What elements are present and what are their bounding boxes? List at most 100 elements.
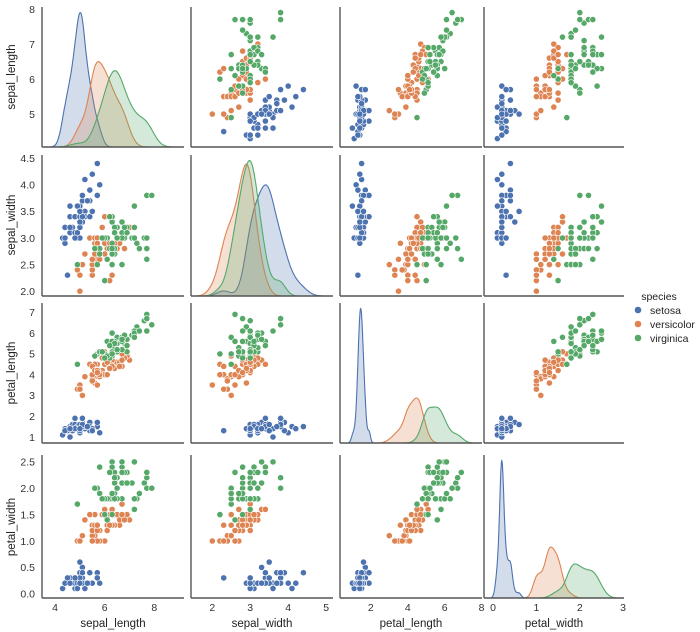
point-virginica (246, 58, 254, 65)
point-virginica (598, 51, 605, 58)
point-virginica (235, 348, 243, 356)
point-setosa (277, 86, 284, 93)
point-virginica (448, 484, 456, 492)
point-versicolor (396, 521, 404, 529)
point-setosa (284, 579, 292, 587)
point-setosa (356, 124, 364, 132)
point-setosa (265, 574, 273, 582)
point-virginica (227, 86, 235, 93)
point-setosa (71, 234, 79, 242)
point-versicolor (250, 511, 258, 518)
kde-line-setosa (50, 11, 112, 148)
point-versicolor (220, 110, 228, 118)
point-versicolor (402, 103, 410, 111)
point-virginica (598, 335, 605, 343)
x-tick-label-petal_width: 1 (533, 602, 539, 614)
point-virginica (277, 474, 284, 482)
point-setosa (354, 93, 362, 100)
point-virginica (576, 315, 584, 322)
y-tick-label-sepal_length: 6 (29, 74, 35, 86)
legend-label-setosa: setosa (650, 305, 681, 317)
point-setosa (93, 418, 101, 426)
point-versicolor (546, 245, 553, 252)
x-tick-label-petal_length: 2 (368, 602, 374, 614)
point-setosa (88, 207, 96, 215)
point-virginica (572, 327, 579, 335)
y-tick-label-petal_width: 2.0 (20, 483, 35, 495)
point-setosa (498, 218, 506, 226)
point-virginica (130, 333, 138, 341)
point-setosa (254, 131, 262, 139)
legend-marker-versicolor (634, 320, 642, 328)
point-setosa (269, 124, 277, 132)
y-axis-label-petal-width: petal_width (6, 498, 18, 556)
point-virginica (452, 234, 460, 242)
point-versicolor (550, 103, 558, 111)
y-tick-label-sepal_width: 3.0 (20, 233, 35, 245)
legend: species setosa versicolor virginica (634, 291, 695, 345)
point-versicolor (554, 89, 562, 97)
panel-petal_length-vs-petal_width (483, 303, 624, 444)
point-setosa (511, 218, 519, 226)
point-virginica (567, 340, 575, 347)
point-versicolor (395, 287, 402, 295)
point-virginica (424, 44, 432, 51)
y-tick-label-petal_length: 1 (29, 432, 35, 444)
point-virginica (559, 234, 566, 242)
point-setosa (261, 569, 269, 577)
y-tick-label-petal_width: 1.0 (20, 536, 35, 548)
point-versicolor (391, 110, 399, 118)
point-virginica (269, 327, 277, 335)
point-versicolor (93, 369, 101, 376)
point-virginica (239, 354, 246, 362)
point-setosa (93, 191, 101, 199)
point-versicolor (93, 521, 101, 529)
point-virginica (118, 218, 126, 226)
point-virginica (231, 516, 239, 524)
kde-line-virginica (55, 70, 174, 148)
point-virginica (424, 495, 432, 503)
legend-title: species (641, 291, 677, 303)
point-setosa (93, 574, 101, 582)
point-virginica (439, 468, 447, 476)
point-setosa (66, 433, 74, 441)
point-virginica (580, 37, 588, 44)
point-virginica (589, 331, 597, 339)
point-virginica (576, 223, 584, 231)
point-virginica (585, 61, 592, 69)
point-setosa (356, 117, 364, 125)
point-setosa (254, 124, 262, 132)
point-virginica (143, 234, 151, 242)
point-virginica (130, 234, 138, 242)
point-virginica (435, 218, 443, 226)
point-virginica (130, 202, 138, 210)
point-setosa (352, 82, 360, 90)
point-versicolor (554, 51, 562, 58)
point-virginica (576, 9, 584, 16)
point-versicolor (541, 356, 549, 364)
point-versicolor (398, 93, 406, 100)
point-setosa (498, 425, 506, 433)
point-virginica (239, 337, 246, 345)
point-virginica (96, 250, 104, 258)
point-virginica (580, 229, 588, 237)
panel-petal_width-vs-petal_length (339, 455, 482, 599)
point-setosa (502, 86, 510, 93)
point-setosa (71, 414, 79, 422)
point-virginica (446, 239, 454, 247)
point-versicolor (118, 511, 126, 518)
point-setosa (81, 176, 89, 183)
point-virginica (101, 277, 109, 284)
point-virginica (113, 234, 121, 242)
point-virginica (572, 250, 579, 258)
point-virginica (261, 468, 269, 476)
point-virginica (130, 505, 138, 513)
point-virginica (254, 468, 262, 476)
kde-line-setosa (203, 184, 324, 297)
point-versicolor (546, 271, 553, 279)
point-versicolor (404, 72, 412, 79)
point-virginica (254, 33, 262, 41)
point-versicolor (235, 103, 243, 111)
point-setosa (498, 110, 506, 118)
point-virginica (239, 474, 246, 482)
